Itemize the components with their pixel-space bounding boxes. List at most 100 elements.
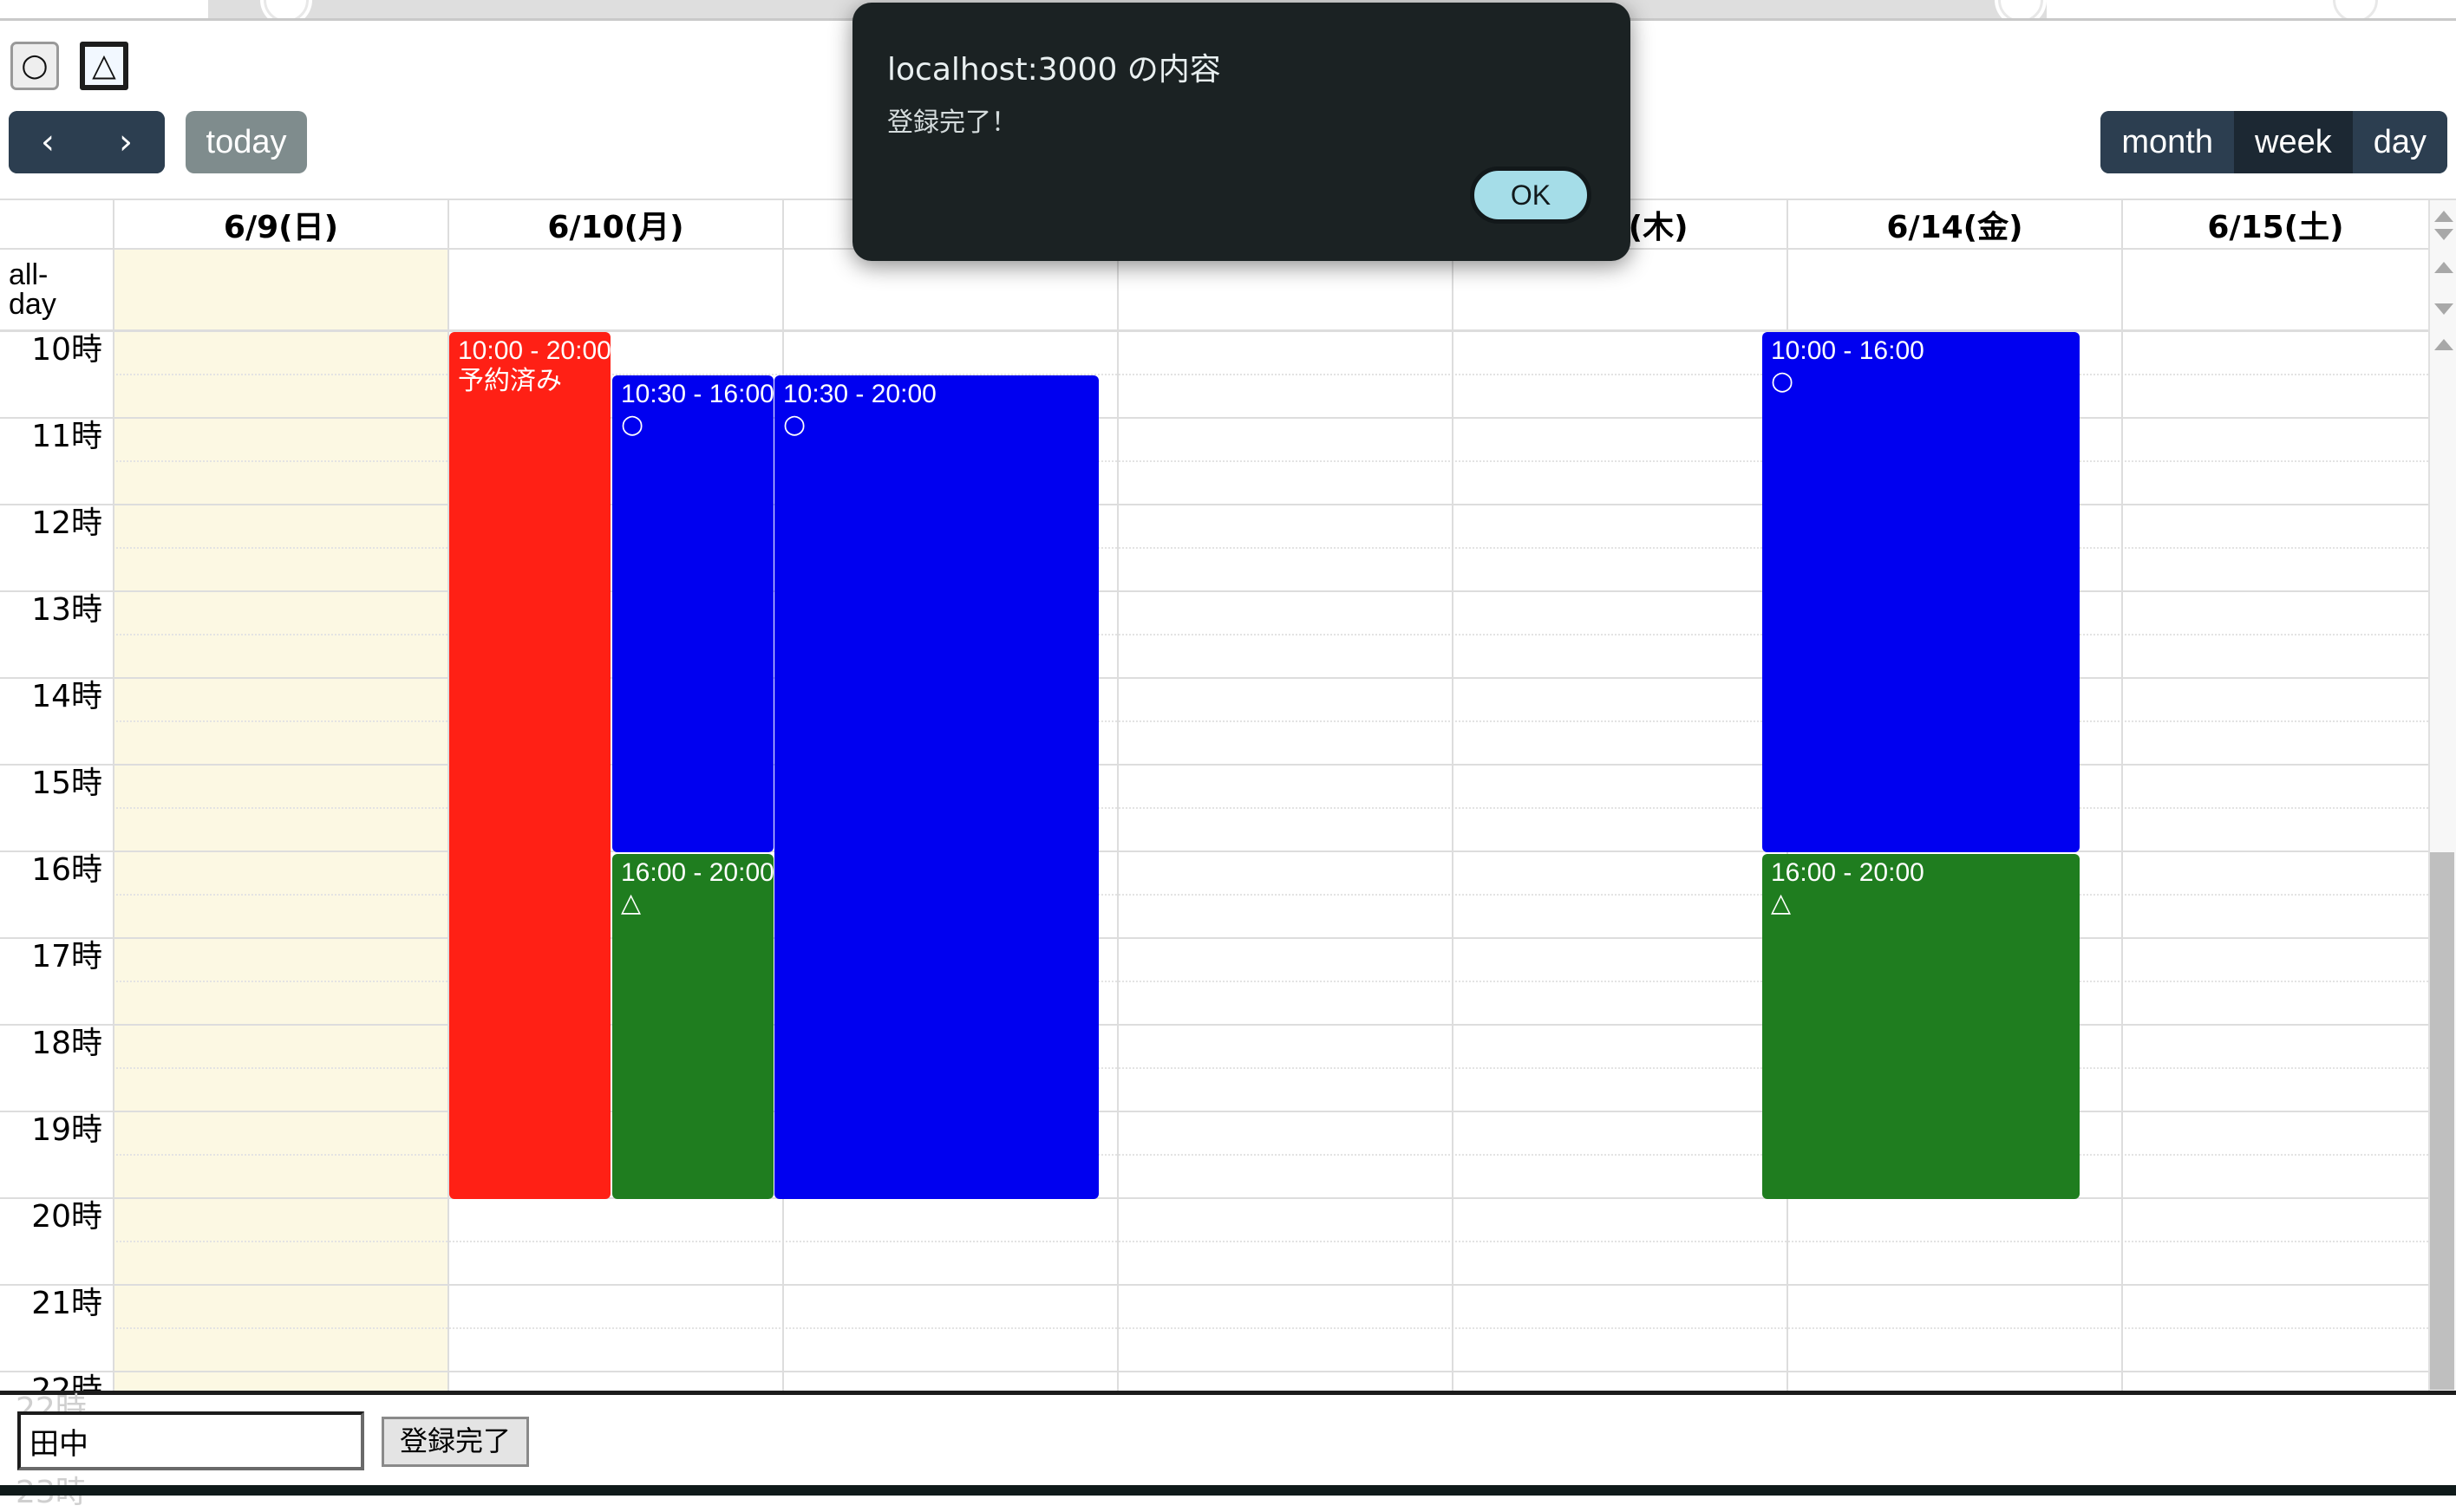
all-day-cell-0[interactable]	[113, 250, 447, 329]
hour-label-16: 16時	[31, 852, 102, 888]
alert-title: localhost:3000 の内容	[887, 52, 1221, 88]
scroll-up-icon[interactable]	[2434, 262, 2453, 273]
time-gutter-header	[0, 200, 113, 248]
event-circle-611[interactable]: 10:30 - 20:00 ○	[774, 375, 1099, 1199]
all-day-label-line1: all-	[9, 258, 49, 291]
all-day-label: all- day	[0, 250, 113, 329]
event-time: 10:30 - 16:00	[621, 380, 774, 408]
all-day-cell-5[interactable]	[1786, 250, 2121, 329]
circle-toggle-button[interactable]: ○	[10, 42, 59, 90]
hour-row-13[interactable]	[0, 592, 2456, 679]
view-day-button[interactable]: day	[2352, 111, 2447, 173]
header-scrollbar[interactable]	[2428, 200, 2456, 250]
prev-week-button[interactable]: ‹	[9, 111, 87, 173]
hour-label-17: 17時	[31, 939, 102, 974]
view-day-label: day	[2373, 123, 2427, 160]
scroll-down-icon[interactable]	[2434, 303, 2453, 315]
hour-row-16[interactable]	[0, 852, 2456, 939]
hour-row-11[interactable]	[0, 419, 2456, 505]
column-divider-6	[2121, 332, 2123, 1395]
all-day-row: all- day	[0, 250, 2456, 332]
event-title: 予約済み	[458, 366, 562, 397]
today-button[interactable]: today	[186, 111, 307, 173]
hour-row-19[interactable]	[0, 1112, 2456, 1199]
column-divider-1	[447, 332, 449, 1395]
hour-row-15[interactable]	[0, 766, 2456, 852]
name-input[interactable]	[17, 1411, 364, 1470]
all-day-cell-1[interactable]	[447, 250, 782, 329]
column-divider-4	[1452, 332, 1453, 1395]
all-day-cell-6[interactable]	[2121, 250, 2428, 329]
column-divider-0	[113, 332, 114, 1395]
event-time: 10:00 - 20:00	[458, 336, 611, 365]
event-time: 16:00 - 20:00	[1771, 858, 1924, 887]
alert-dialog: localhost:3000 の内容 登録完了！ OK	[852, 3, 1630, 261]
circle-icon: ○	[21, 48, 49, 83]
allday-scrollbar[interactable]	[2428, 250, 2456, 332]
triangle-toggle-button[interactable]: △	[80, 42, 128, 90]
grid-scrollbar[interactable]	[2428, 332, 2456, 1395]
hour-row-14[interactable]	[0, 679, 2456, 766]
view-week-label: week	[2255, 123, 2332, 160]
event-reserved-610[interactable]: 10:00 - 20:00 予約済み	[449, 332, 611, 1199]
event-title: ○	[621, 409, 644, 440]
hour-row-18[interactable]	[0, 1026, 2456, 1112]
day-header-label: 6/14(金)	[1886, 209, 2023, 245]
hour-label-15: 15時	[31, 766, 102, 801]
event-circle-614[interactable]: 10:00 - 16:00 ○	[1762, 332, 2080, 852]
day-header-5[interactable]: 6/14(金)	[1786, 200, 2121, 248]
alert-ok-label: OK	[1510, 179, 1551, 211]
day-header-1[interactable]: 6/10(月)	[447, 200, 782, 248]
hour-label-11: 11時	[31, 419, 102, 454]
chevron-left-icon: ‹	[41, 122, 55, 162]
hour-row-20[interactable]	[0, 1199, 2456, 1286]
event-circle-610[interactable]: 10:30 - 16:00 ○	[612, 375, 774, 852]
day-header-6[interactable]: 6/15(土)	[2121, 200, 2428, 248]
today-column-background	[113, 332, 447, 1395]
column-divider-3	[1117, 332, 1119, 1395]
scroll-up-icon[interactable]	[2434, 211, 2453, 222]
bottom-divider	[0, 1391, 2456, 1395]
week-calendar: 6/9(日) 6/10(月) 6/11(火) 6/12(水) 6/13(木) 6…	[0, 199, 2456, 1395]
event-title: △	[1771, 888, 1792, 919]
day-header-label: 6/15(土)	[2207, 209, 2344, 245]
view-switch-group: month week day	[2100, 111, 2447, 173]
hour-row-21[interactable]	[0, 1286, 2456, 1372]
hour-row-10[interactable]	[0, 332, 2456, 419]
bottom-status-bar	[0, 1485, 2456, 1496]
submit-button-label: 登録完了	[400, 1424, 512, 1457]
hour-row-12[interactable]	[0, 505, 2456, 592]
day-header-0[interactable]: 6/9(日)	[113, 200, 447, 248]
view-month-button[interactable]: month	[2100, 111, 2234, 173]
event-time: 10:30 - 20:00	[783, 380, 937, 408]
view-week-button[interactable]: week	[2234, 111, 2353, 173]
event-triangle-614[interactable]: 16:00 - 20:00 △	[1762, 854, 2080, 1199]
next-week-button[interactable]: ›	[87, 111, 165, 173]
all-day-label-line2: day	[9, 288, 56, 321]
today-button-label: today	[206, 123, 287, 160]
scroll-down-icon[interactable]	[2434, 229, 2453, 240]
time-grid: 10時 11時 12時 13時 14時 15時 16時 17時 18時 19時 …	[0, 332, 2456, 1395]
hour-row-17[interactable]	[0, 939, 2456, 1026]
all-day-cell-2[interactable]	[782, 250, 1117, 329]
event-title: △	[621, 888, 642, 919]
event-time: 16:00 - 20:00	[621, 858, 774, 887]
grid-scrollbar-thumb[interactable]	[2430, 852, 2454, 1390]
hour-label-13: 13時	[31, 592, 102, 628]
event-title: ○	[1771, 366, 1794, 397]
all-day-cell-3[interactable]	[1117, 250, 1452, 329]
hour-label-12: 12時	[31, 505, 102, 541]
day-header-label: 6/10(月)	[547, 209, 684, 245]
triangle-icon: △	[92, 48, 116, 83]
submit-registration-button[interactable]: 登録完了	[382, 1417, 530, 1467]
alert-ok-button[interactable]: OK	[1470, 166, 1591, 224]
event-title: ○	[783, 409, 807, 440]
hour-label-20: 20時	[31, 1199, 102, 1235]
chevron-right-icon: ›	[119, 122, 133, 162]
scroll-up-icon[interactable]	[2434, 339, 2453, 350]
all-day-cell-4[interactable]	[1452, 250, 1786, 329]
hour-label-18: 18時	[31, 1026, 102, 1061]
calendar-nav-group: ‹ ›	[9, 111, 165, 173]
event-triangle-610[interactable]: 16:00 - 20:00 △	[612, 854, 774, 1199]
hour-label-14: 14時	[31, 679, 102, 714]
